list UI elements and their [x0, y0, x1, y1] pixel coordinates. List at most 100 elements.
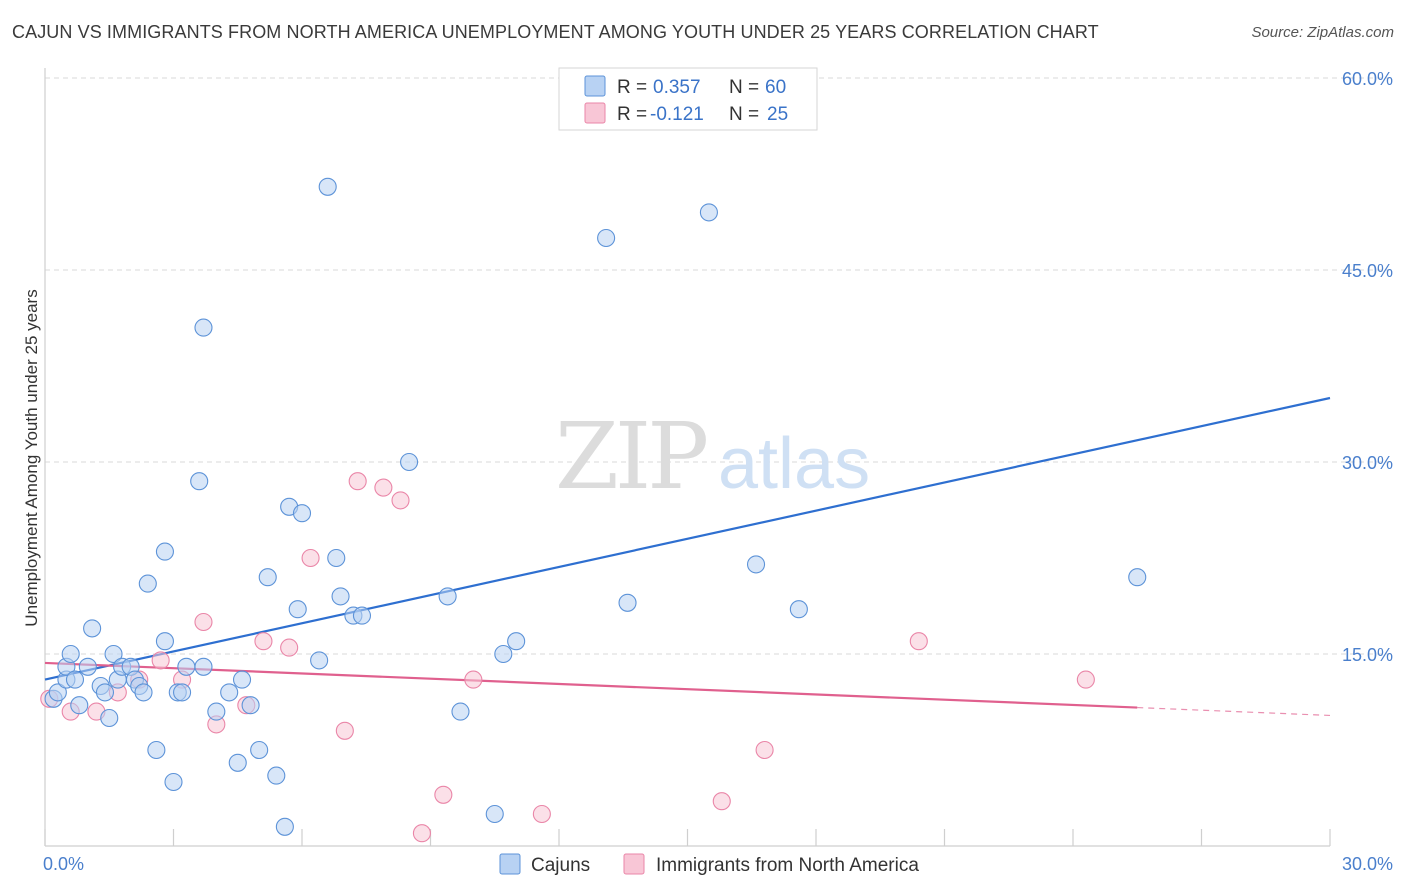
trendline-immigrants	[44, 661, 1138, 709]
trendlines	[44, 396, 1331, 717]
series-legend: Cajuns Immigrants from North America	[499, 853, 919, 876]
cajuns-point	[134, 683, 153, 702]
cajuns-point	[147, 740, 166, 760]
cajuns-point	[318, 177, 337, 196]
trendline-cajuns	[44, 396, 1331, 681]
cajuns-point	[61, 644, 80, 664]
cajuns-point	[597, 228, 616, 248]
cajuns-point	[250, 740, 269, 760]
legend-r-value-cajuns: 0.357	[653, 77, 701, 98]
cajuns-point	[104, 644, 123, 664]
cajuns-point	[100, 708, 119, 728]
watermark-atlas: atlas	[718, 424, 870, 504]
cajuns-point	[190, 472, 209, 491]
legend-n-value-cajuns: 60	[765, 77, 786, 98]
watermark: ZIP atlas	[555, 403, 870, 510]
bottom-legend-label-cajuns: Cajuns	[531, 855, 590, 876]
axes	[44, 68, 1331, 847]
cajuns-point	[228, 753, 247, 772]
cajuns-point	[327, 548, 346, 568]
y-axis-label: Unemployment Among Youth under 25 years	[22, 289, 41, 626]
legend-n-label-cajuns: N =	[729, 77, 759, 98]
cajuns-point	[507, 632, 526, 651]
cajuns-point	[288, 600, 307, 619]
legend-r-label-immigrants: R =	[617, 104, 647, 125]
trendline-extension-immigrants	[1137, 706, 1331, 717]
cajuns-point	[207, 702, 226, 721]
cajuns-point	[177, 657, 196, 676]
cajuns-point	[241, 696, 260, 715]
tick-labels: 15.0% 30.0% 45.0% 60.0% 0.0% 30.0%	[43, 69, 1393, 874]
cajuns-point	[194, 318, 213, 337]
cajuns-point	[65, 670, 85, 689]
y-tick-label-45: 45.0%	[1342, 261, 1393, 281]
bottom-legend-swatch-cajuns	[499, 853, 521, 875]
immigrants-point	[254, 632, 273, 651]
cajuns-point	[164, 772, 183, 792]
legend-r-label-cajuns: R =	[617, 77, 647, 98]
immigrants-point	[532, 804, 551, 824]
legend-swatch-cajuns	[584, 75, 606, 97]
cajuns-point	[220, 683, 239, 702]
gridlines	[45, 77, 1392, 655]
cajuns-point	[789, 600, 808, 619]
immigrants-point	[301, 548, 320, 568]
cajuns-point	[155, 632, 174, 651]
immigrants-point	[412, 824, 431, 843]
cajuns-point	[310, 651, 329, 670]
cajuns-point	[494, 644, 513, 664]
correlation-legend: R = 0.357 N = 60 R = -0.121 N = 25	[558, 67, 818, 131]
cajuns-point	[331, 587, 350, 606]
x-tick-label-30: 30.0%	[1342, 854, 1393, 874]
cajuns-point	[292, 504, 312, 523]
cajuns-point	[352, 606, 372, 625]
immigrants-point	[335, 721, 354, 740]
bottom-legend-swatch-immigrants	[623, 853, 645, 875]
cajuns-point	[232, 670, 252, 689]
legend-n-label-immigrants: N =	[729, 104, 759, 125]
y-tick-label-30: 30.0%	[1342, 453, 1393, 473]
immigrants-point	[909, 632, 928, 651]
watermark-zip: ZIP	[555, 403, 706, 510]
cajuns-point	[173, 683, 192, 702]
cajuns-point	[258, 568, 277, 587]
y-tick-label-60: 60.0%	[1342, 69, 1393, 89]
cajuns-point	[485, 804, 504, 824]
immigrants-point	[391, 491, 410, 510]
chart-title: CAJUN VS IMMIGRANTS FROM NORTH AMERICA U…	[12, 22, 1099, 42]
cajuns-point	[70, 696, 89, 715]
bottom-legend-label-immigrants: Immigrants from North America	[656, 855, 919, 876]
immigrants-point	[712, 792, 731, 811]
immigrants-point	[755, 740, 774, 760]
immigrants-point	[280, 638, 299, 657]
cajuns-point	[48, 683, 67, 702]
cajuns-point	[618, 593, 637, 612]
cajuns-point	[267, 766, 286, 785]
immigrants-point	[434, 785, 453, 804]
legend-r-value-immigrants: -0.121	[650, 104, 704, 125]
immigrants-point	[151, 651, 170, 670]
x-tick-label-0: 0.0%	[43, 854, 84, 874]
cajuns-point	[451, 702, 470, 721]
data-points	[40, 177, 1147, 843]
legend-swatch-immigrants	[584, 102, 606, 124]
immigrants-point	[464, 670, 483, 689]
immigrants-point	[194, 612, 213, 632]
y-tick-label-15: 15.0%	[1342, 645, 1393, 665]
cajuns-point	[155, 542, 174, 561]
cajuns-point	[83, 619, 102, 638]
immigrants-point	[348, 472, 367, 491]
cajuns-point	[400, 452, 419, 472]
immigrants-point	[1076, 670, 1095, 689]
cajuns-point	[138, 574, 157, 593]
cajuns-point	[438, 587, 457, 606]
cajuns-point	[275, 817, 294, 836]
cajuns-point	[1128, 568, 1147, 587]
immigrants-point	[374, 478, 393, 497]
cajuns-point	[746, 555, 766, 574]
cajuns-point	[194, 657, 213, 676]
cajuns-point	[78, 657, 97, 676]
chart-source: Source: ZipAtlas.com	[1251, 24, 1394, 41]
cajuns-point	[699, 203, 718, 222]
